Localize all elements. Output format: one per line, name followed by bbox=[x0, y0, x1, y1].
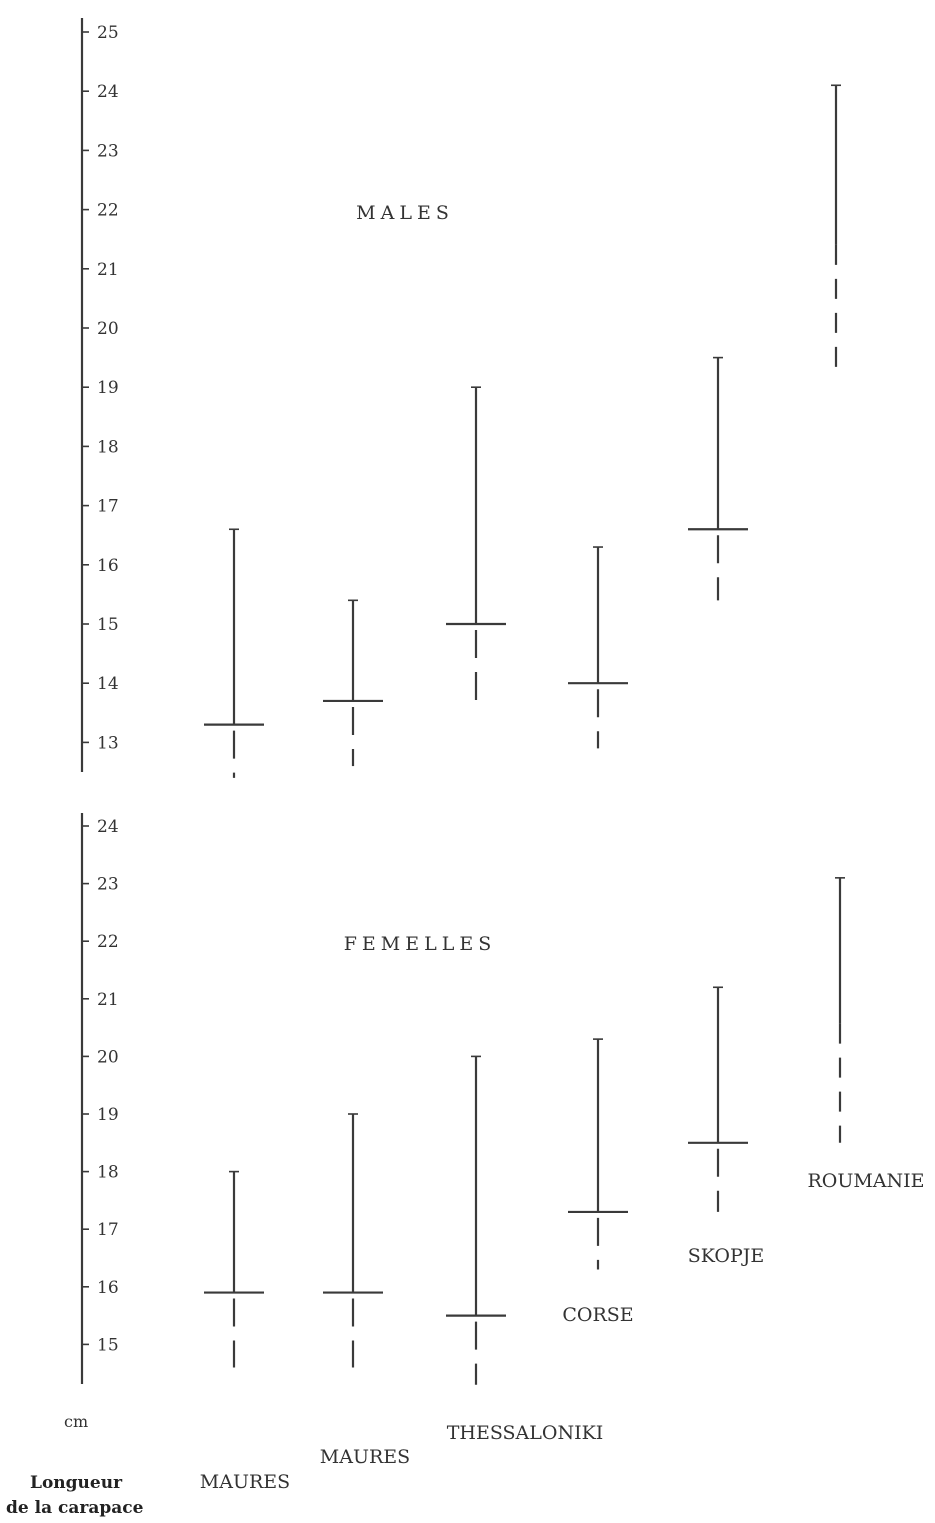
panel-title: MALES bbox=[356, 202, 454, 224]
y-tick-label: 16 bbox=[97, 556, 119, 576]
range-bar bbox=[323, 599, 383, 767]
y-tick-label: 19 bbox=[97, 1105, 119, 1125]
y-tick-label: 24 bbox=[97, 82, 119, 102]
range-bar bbox=[204, 528, 264, 778]
range-bar bbox=[446, 386, 506, 701]
location-label: MAURES bbox=[320, 1446, 410, 1468]
range-bar: SKOPJE bbox=[688, 986, 765, 1267]
y-tick-label: 23 bbox=[97, 875, 119, 895]
y-tick-label: 17 bbox=[97, 1220, 119, 1240]
y-tick-label: 23 bbox=[97, 141, 119, 161]
y-tick-label: 18 bbox=[97, 1163, 119, 1183]
y-tick-label: 14 bbox=[97, 674, 119, 694]
axis-unit-label: cm bbox=[64, 1412, 88, 1431]
y-tick-label: 13 bbox=[97, 733, 119, 753]
y-tick-label: 21 bbox=[97, 260, 119, 280]
range-bar: CORSE bbox=[562, 1038, 634, 1326]
range-bar: MAURES bbox=[200, 1170, 290, 1493]
location-label: SKOPJE bbox=[688, 1245, 765, 1267]
y-tick-label: 24 bbox=[97, 817, 119, 837]
range-bar bbox=[568, 546, 628, 749]
femelles-panel: FEMELLES 15 16 17 18 19 20 21 22 23 24 MAURES MAURES… bbox=[80, 813, 925, 1493]
location-label: MAURES bbox=[200, 1471, 290, 1493]
y-tick-label: 25 bbox=[97, 23, 119, 43]
y-tick-label: 17 bbox=[97, 497, 119, 517]
y-tick-label: 22 bbox=[97, 201, 119, 221]
y-tick-label: 22 bbox=[97, 932, 119, 952]
axis-title-line1: Longueur bbox=[30, 1473, 123, 1493]
panel-title: FEMELLES bbox=[344, 933, 497, 955]
location-label: ROUMANIE bbox=[807, 1170, 924, 1192]
y-tick-label: 15 bbox=[97, 1335, 119, 1355]
y-tick-label: 15 bbox=[97, 615, 119, 635]
y-tick-label: 16 bbox=[97, 1278, 119, 1298]
location-label: THESSALONIKI bbox=[447, 1422, 604, 1444]
range-bar bbox=[831, 84, 841, 376]
location-label: CORSE bbox=[562, 1304, 633, 1326]
range-bar: MAURES bbox=[320, 1113, 410, 1468]
range-bar: THESSALONIKI bbox=[446, 1055, 604, 1444]
males-panel: MALES 13 14 15 16 17 18 19 20 21 22 23 24 25 bbox=[80, 18, 841, 778]
y-tick-label: 21 bbox=[97, 990, 119, 1010]
y-tick-label: 18 bbox=[97, 437, 119, 457]
axis-title-line2: de la carapace bbox=[6, 1498, 144, 1518]
y-tick-label: 20 bbox=[97, 319, 119, 339]
y-tick-label: 19 bbox=[97, 378, 119, 398]
range-bar: ROUMANIE bbox=[807, 877, 925, 1192]
y-tick-label: 20 bbox=[97, 1047, 119, 1067]
range-bar bbox=[688, 356, 748, 601]
